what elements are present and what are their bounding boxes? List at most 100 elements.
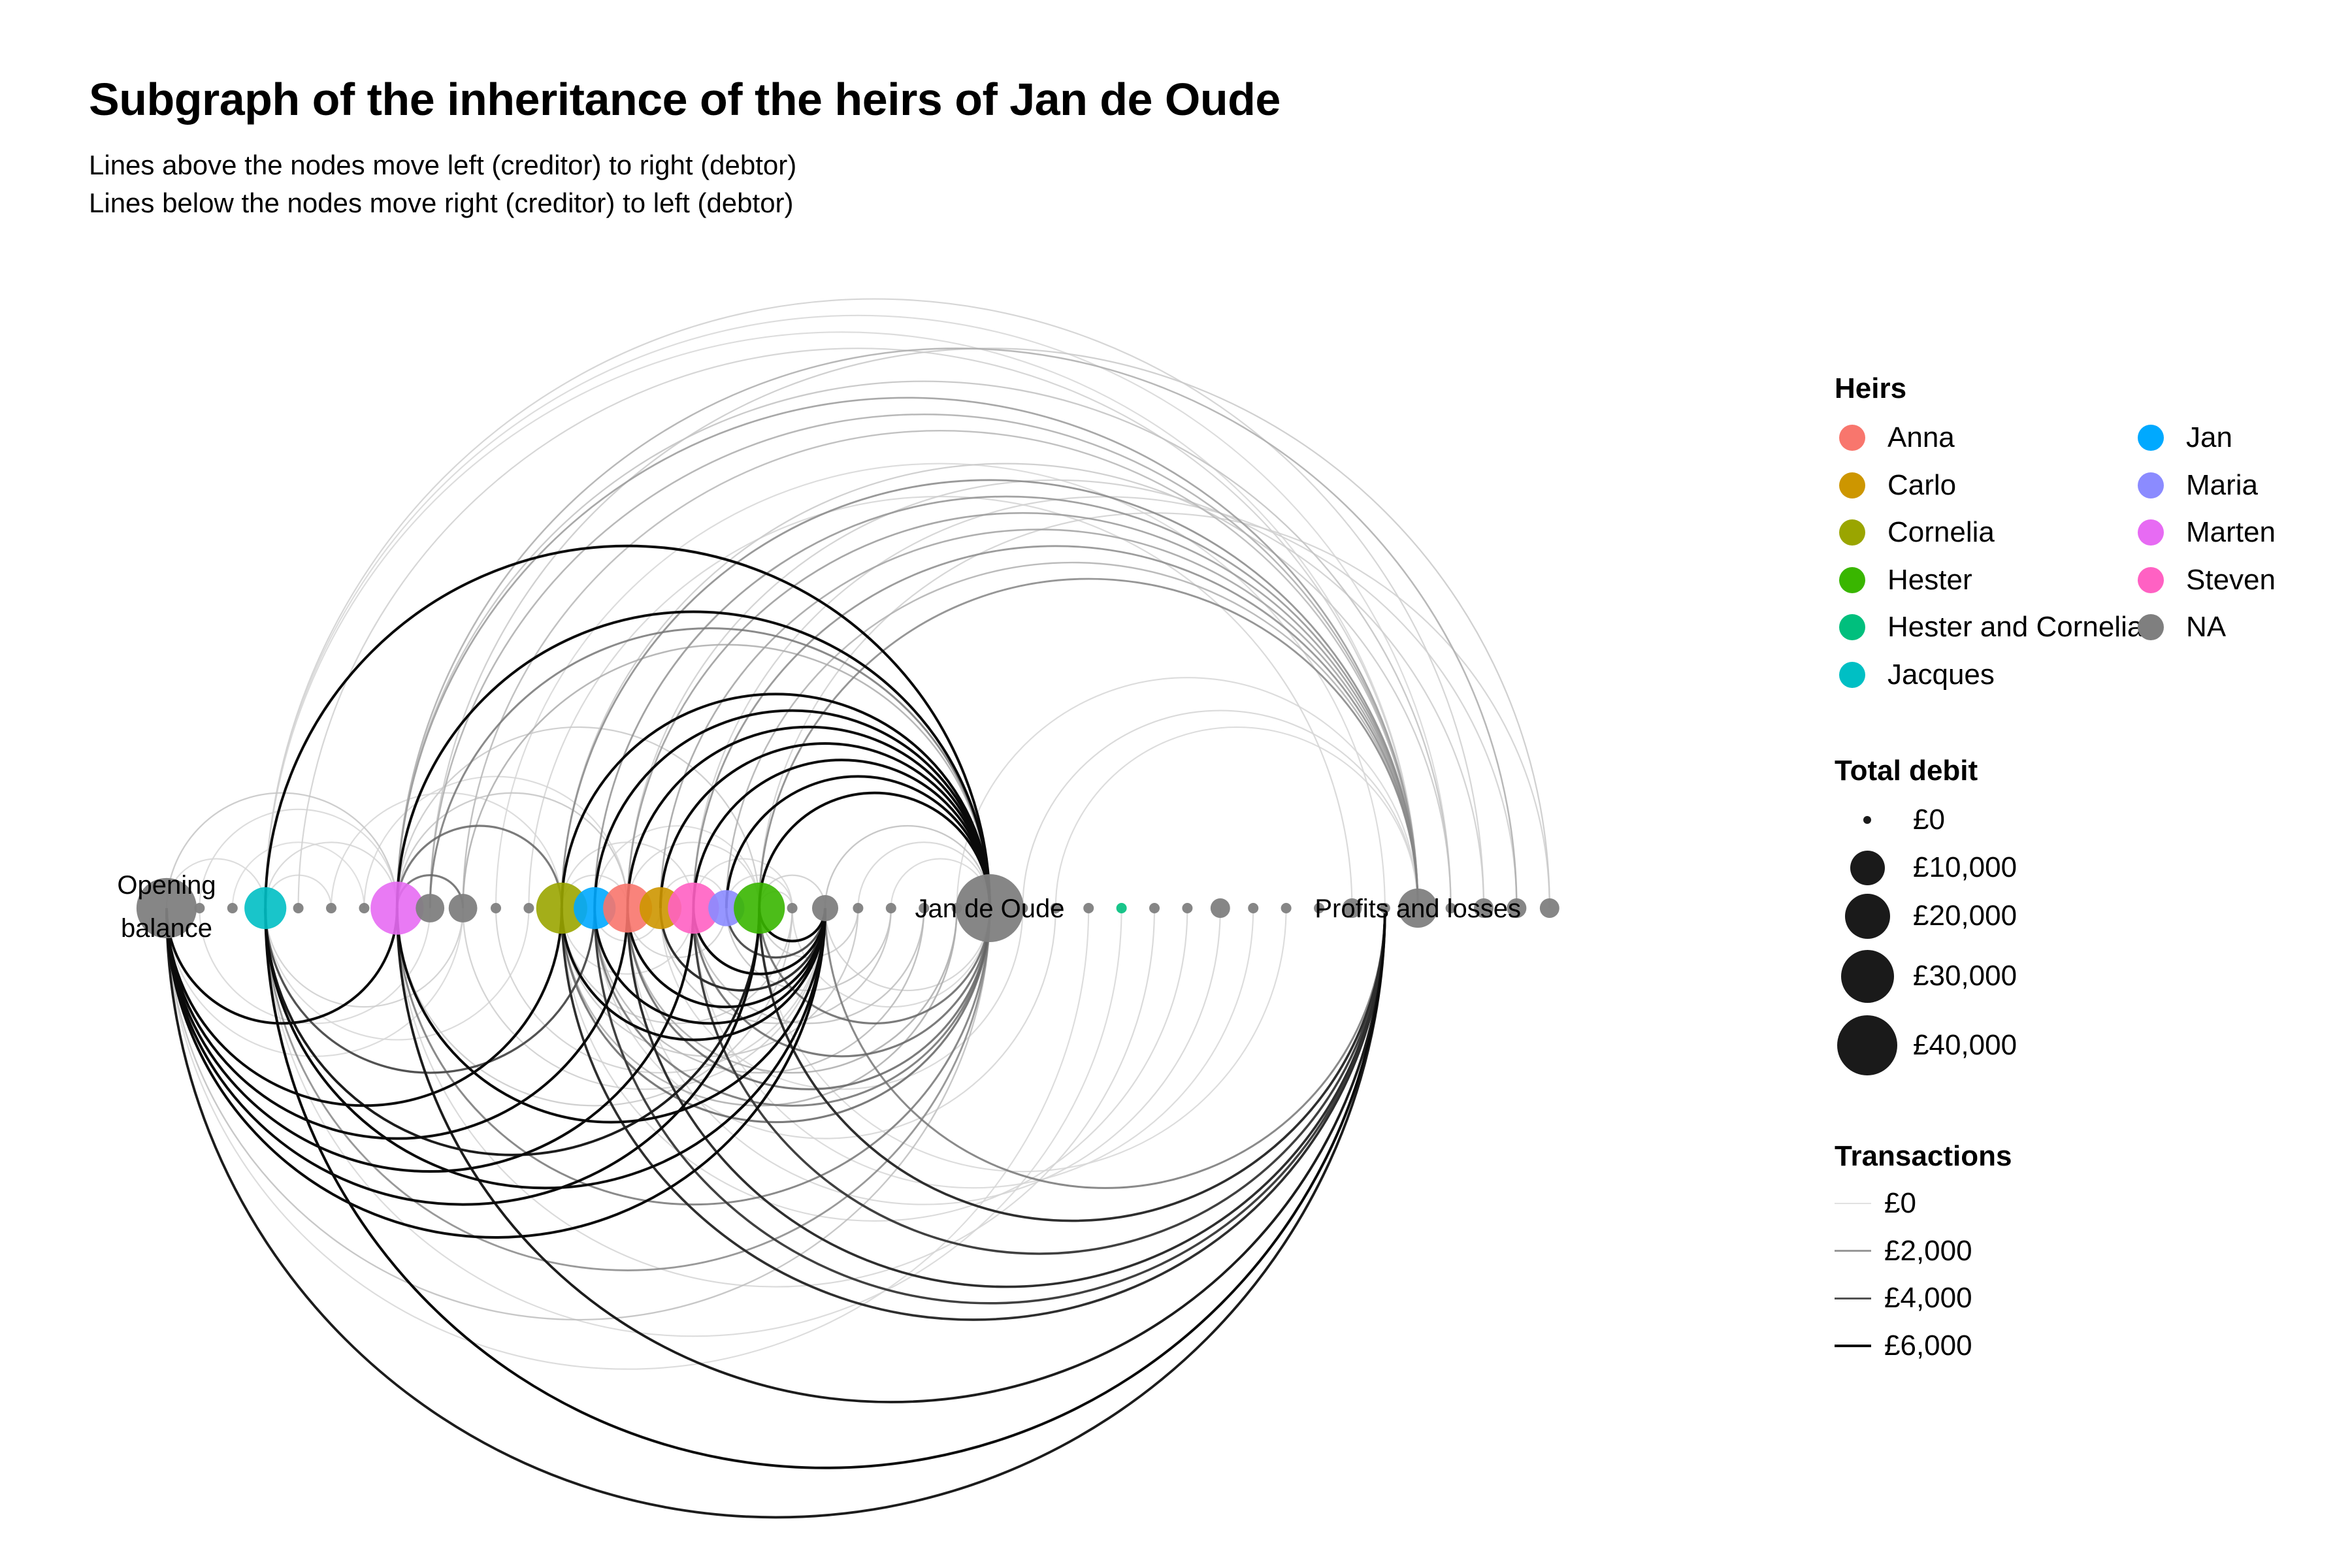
edge-13-25 [593,709,991,909]
debit-size-circle [1863,816,1871,824]
edge-8-38 [429,413,1419,909]
edge-20-15 [659,907,826,992]
debit-label: £0 [1913,804,1945,836]
edge-25-0 [165,907,991,1321]
edge-15-25 [659,742,991,909]
edge-17-38 [725,561,1419,909]
node-9 [448,894,478,923]
debit-size-key [1835,893,1900,939]
subtitle-line-2: Lines below the nodes move right (credit… [89,188,794,218]
edge-37-3 [264,907,1386,1469]
edge-11-36 [528,496,1353,909]
edge-12-0 [165,907,563,1107]
edge-10-37 [495,463,1386,909]
node-30 [1149,903,1160,913]
heir-swatch [1839,425,1865,451]
edge-16-12 [561,907,694,975]
heir-label: Marten [2186,516,2276,548]
edge-20-10 [495,907,826,1074]
edge-37-13 [593,907,1386,1305]
edge-37-12 [560,907,1386,1321]
edge-20-3 [264,907,826,1190]
heir-label: Jan [2186,421,2232,453]
node-5 [326,903,336,913]
edge-12-39 [561,463,1452,909]
edge-18-38 [758,578,1419,909]
edge-17-25 [725,775,991,909]
node-2 [227,903,238,913]
edge-7-14 [396,792,629,909]
node-0 [136,877,197,939]
edge-25-13 [593,907,991,1107]
node-4 [293,903,304,913]
edge-14-18 [627,841,760,909]
heir-legend-item: Carlo [1839,465,1956,506]
node-18 [734,882,785,934]
debit-legend-item: £10,000 [1835,841,2017,894]
heir-label: NA [2186,611,2227,643]
transaction-label: £4,000 [1884,1282,1972,1314]
subtitle-line-1: Lines above the nodes move left (credito… [89,150,797,180]
heir-label: Carlo [1887,468,1957,501]
edge-37-20 [824,907,1386,1189]
edge-20-25 [824,825,991,909]
edge-5-12 [330,792,563,909]
edge-7-0 [165,907,399,1025]
debit-legend-title: Total debit [1835,755,1978,787]
node-label-38: Profits and losses [1315,894,1521,923]
edge-20-0 [165,907,826,1239]
heir-legend-item: Maria [2138,465,2258,506]
edge-20-12 [560,907,826,1041]
edge-1-7 [199,808,398,909]
edge-24-14 [627,907,958,1074]
edge-20-9 [462,907,826,1090]
edge-14-25 [626,725,991,909]
heir-legend-item: Hester and Cornelia [1839,606,2143,648]
node-25 [956,874,1024,942]
edge-8-25 [429,627,991,909]
heir-swatch [2138,566,2164,593]
heir-legend-item: Cornelia [1839,512,1995,553]
node-40 [1474,898,1494,918]
heir-swatch [1839,661,1865,688]
debit-label: £10,000 [1913,851,2017,883]
debit-label: £20,000 [1913,900,2017,932]
heir-label: Hester [1887,563,1972,596]
edge-25-7 [396,907,991,1206]
transaction-line-key [1835,1297,1871,1299]
node-27 [1050,903,1061,913]
node-8 [416,894,445,923]
edge-3-39 [265,314,1452,909]
heir-swatch [2138,614,2164,640]
edge-25-18 [758,907,991,1024]
edge-37-18 [758,907,1386,1222]
node-34 [1281,903,1292,913]
transaction-label: £2,000 [1884,1234,1972,1267]
debit-size-key [1835,1015,1900,1075]
node-28 [1083,903,1094,913]
heir-swatch [2138,472,2164,498]
edge-20-7 [395,907,826,1124]
heir-swatch [2138,519,2164,546]
heir-legend-item: Hester [1839,559,1972,601]
node-label-layer: Opening balance Jan de Oude Profits and los… [117,871,1521,943]
edge-26-15 [659,907,1024,1090]
edge-16-38 [693,545,1419,909]
edge-19-7 [396,907,793,1107]
edge-3-40 [265,298,1485,909]
debit-legend-item: £40,000 [1835,1015,2017,1075]
heir-legend-item: Anna [1839,417,1955,459]
transaction-line-key [1835,1203,1871,1204]
edge-3-7 [265,841,398,909]
heir-label: Cornelia [1887,516,1995,548]
edge-12-25 [560,693,991,909]
edge-22-15 [659,907,892,1024]
edge-37-14 [626,907,1386,1288]
node-1 [194,903,205,913]
node-label-25: Jan de Oude [915,894,1064,923]
node-32 [1210,898,1230,918]
heir-swatch [2138,425,2164,451]
edge-25-14 [627,907,991,1090]
edge-37-16 [692,907,1386,1255]
